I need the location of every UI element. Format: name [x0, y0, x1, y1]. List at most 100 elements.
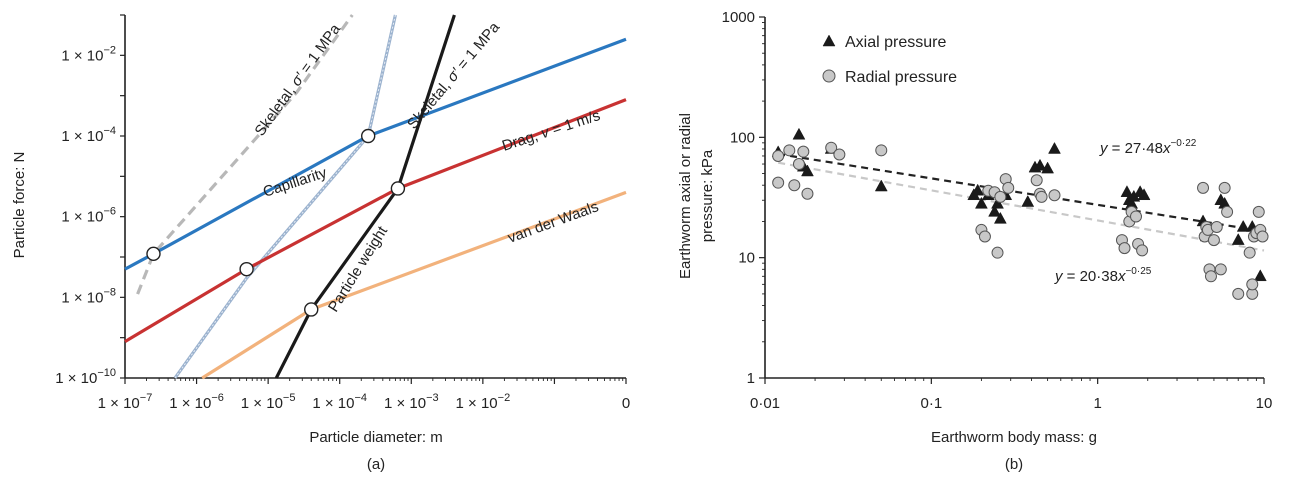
chart-b-axes: 1 10 100 1000 0·01 0·1 1 10 [722, 9, 1273, 412]
chart-a-x-tick-label: 1 × 10−3 [384, 392, 439, 412]
chart-a-x-tick-label: 1 × 10−5 [241, 392, 296, 412]
fit-equation-axial: y = 27·48x−0·22 [1099, 138, 1197, 157]
panel-a-label: (a) [367, 456, 385, 473]
series-line-dotted-overlay [174, 14, 396, 379]
chart-b-y-tick-label: 100 [730, 129, 755, 146]
axial-pressure-point [993, 211, 1007, 224]
chart-a-line-labels: Skeletal, σ′ = 1 MPa Skeletal, σ′ = 1 MP… [251, 18, 602, 315]
legend-marker-radial [822, 69, 836, 83]
chart-b-points [771, 127, 1269, 300]
chart-b-x-tick-label: 1 [1093, 395, 1101, 412]
axial-pressure-point [1236, 219, 1250, 232]
chart-b-x-tick-label: 10 [1256, 395, 1273, 412]
radial-pressure-point [833, 148, 846, 161]
intersection-marker [304, 302, 319, 317]
chart-a-intersection-markers [146, 128, 406, 317]
intersection-marker [239, 261, 254, 277]
intersection-marker [146, 246, 161, 262]
radial-pressure-point [783, 144, 796, 157]
radial-pressure-point [1210, 220, 1223, 233]
chart-a-x-tick-label: 1 × 10−7 [98, 392, 153, 412]
series-line-capillarity [124, 37, 627, 271]
axial-pressure-point [1041, 161, 1055, 174]
fit-line-axial-pressure [778, 152, 1265, 233]
axial-pressure-point [1231, 233, 1245, 245]
radial-pressure-point [772, 176, 785, 189]
chart-a-y-tick-label: 1 × 10−4 [61, 125, 116, 145]
radial-pressure-point [772, 149, 785, 162]
radial-pressure-point [1218, 181, 1231, 194]
chart-b-y-axis-title-line1: Earthworm axial or radial [677, 113, 694, 279]
chart-b-y-tick-label: 1000 [722, 9, 755, 26]
radial-pressure-point [797, 145, 810, 158]
axial-pressure-point [1033, 158, 1047, 171]
chart-b: 1 10 100 1000 0·01 0·1 1 10 Axial pressure Radi… [677, 9, 1272, 473]
label-particle-weight: Particle weight [325, 223, 392, 315]
axial-pressure-point [971, 183, 985, 196]
chart-a-y-tick-label: 1 × 10−6 [61, 206, 116, 226]
label-drag: Drag, v = 1 m/s [500, 107, 602, 155]
radial-pressure-point [1035, 190, 1048, 203]
label-skeletal-blue: Skeletal, σ′ = 1 MPa [404, 18, 504, 132]
radial-pressure-point [1207, 234, 1220, 247]
chart-a-y-axis-title: Particle force: N [11, 152, 28, 259]
radial-pressure-point [1129, 210, 1142, 223]
intersection-marker [390, 181, 406, 196]
axial-pressure-point [1021, 195, 1035, 207]
radial-pressure-point [1118, 242, 1131, 255]
chart-b-legend: Axial pressure Radial pressure [822, 34, 957, 86]
radial-pressure-point [1030, 174, 1043, 187]
radial-pressure-point [1048, 189, 1061, 202]
chart-a-x-tick-label: 0 [622, 395, 630, 412]
chart-b-fit-lines [778, 152, 1265, 252]
radial-pressure-point [1252, 205, 1265, 218]
radial-pressure-point [1214, 263, 1227, 276]
radial-pressure-point [788, 179, 801, 192]
radial-pressure-point [1243, 246, 1256, 259]
series-line-skeletal-mpa-2 [173, 14, 397, 379]
chart-a-y-tick-label: 1 × 10−10 [55, 367, 116, 387]
radial-pressure-point [875, 144, 888, 157]
radial-pressure-point [1002, 181, 1015, 194]
label-van-der-waals: van der Waals [506, 198, 601, 247]
chart-b-x-tick-label: 0·01 [750, 395, 780, 412]
chart-a-x-axis-title: Particle diameter: m [309, 429, 442, 446]
chart-a: 1 × 10−10 1 × 10−8 1 × 10−6 1 × 10−4 1 × 10−… [11, 14, 630, 473]
chart-b-x-tick-label: 0·1 [920, 395, 942, 412]
axial-pressure-point [1253, 269, 1267, 282]
radial-pressure-point [978, 230, 991, 243]
legend-marker-axial [822, 34, 836, 47]
chart-b-y-tick-label: 10 [738, 250, 755, 267]
axial-pressure-point [874, 179, 888, 192]
chart-b-y-tick-label: 1 [747, 370, 755, 387]
radial-pressure-point [801, 187, 814, 200]
series-line-skeletal-mpa [136, 14, 354, 295]
chart-a-axes: 1 × 10−10 1 × 10−8 1 × 10−6 1 × 10−4 1 × 10−… [55, 14, 630, 412]
legend-label-radial: Radial pressure [845, 69, 957, 86]
legend-label-axial: Axial pressure [845, 34, 946, 51]
chart-a-y-tick-label: 1 × 10−2 [61, 44, 116, 64]
radial-pressure-point [1232, 287, 1245, 300]
axial-pressure-point [988, 204, 1002, 217]
chart-b-x-axis-title: Earthworm body mass: g [931, 429, 1097, 446]
label-skeletal-dashed: Skeletal, σ′ = 1 MPa [251, 20, 344, 139]
chart-b-y-axis-title-line2: pressure: kPa [699, 149, 716, 242]
radial-pressure-point [792, 158, 805, 171]
radial-pressure-point [1204, 270, 1217, 283]
radial-pressure-point [1136, 244, 1149, 257]
series-line-particle-weight [274, 14, 456, 379]
radial-pressure-point [994, 190, 1007, 203]
axial-pressure-point [1120, 185, 1134, 197]
chart-a-y-tick-label: 1 × 10−8 [61, 286, 116, 306]
radial-pressure-point [1256, 230, 1269, 243]
series-line-drag-v-m-s [124, 98, 627, 343]
axial-pressure-point [974, 196, 988, 209]
chart-a-x-tick-label: 1 × 10−6 [169, 392, 224, 412]
fit-line-radial-pressure [778, 161, 1265, 252]
axial-pressure-point [801, 164, 814, 177]
chart-a-x-tick-label: 1 × 10−4 [312, 392, 367, 412]
radial-pressure-point [1246, 278, 1259, 291]
fit-equation-radial: y = 20·38x−0·25 [1054, 266, 1152, 285]
panel-b-label: (b) [1005, 456, 1023, 473]
